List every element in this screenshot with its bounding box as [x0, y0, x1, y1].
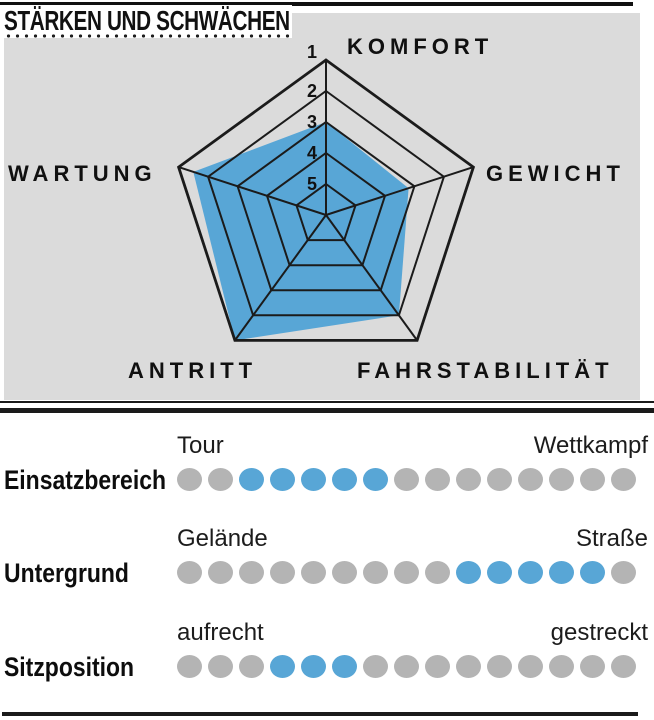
radar-ring-5: [295, 182, 357, 242]
rating-row-label: Untergrund: [4, 558, 129, 588]
radar-ring-4: [265, 151, 387, 267]
rating-dot-active: [270, 655, 295, 678]
radar-axis-label-fahrstabilitt: FAHRSTABILITÄT: [357, 358, 614, 383]
radar-axis-label-gewicht: GEWICHT: [486, 161, 625, 186]
radar-spoke: [325, 166, 474, 216]
radar-svg: 1 2 3 4 5: [176, 42, 476, 342]
rating-dot-inactive: [332, 561, 357, 584]
radar-ring-label: 2: [307, 81, 317, 101]
title-dotted-rule: [4, 34, 293, 38]
rating-row-label: Sitzposition: [4, 652, 135, 682]
radar-ring-label: 1: [307, 42, 317, 62]
rating-endpoints: aufrecht gestreckt: [177, 619, 648, 647]
rating-dot-inactive: [549, 655, 574, 678]
rating-dot-inactive: [580, 468, 605, 491]
rating-dot-inactive: [208, 655, 233, 678]
title-box: STÄRKEN UND SCHWÄCHEN: [0, 5, 293, 38]
radar-axis-label-komfort: KOMFORT: [347, 34, 494, 59]
divider-thick-rule: [0, 408, 654, 413]
rating-dot-inactive: [611, 561, 636, 584]
rating-endpoint-right: Straße: [575, 525, 648, 552]
rating-dot-inactive: [425, 561, 450, 584]
rating-dot-inactive: [425, 468, 450, 491]
rating-endpoints: Gelände Straße: [177, 525, 648, 553]
top-rule: [0, 2, 633, 6]
rating-dots: [177, 561, 636, 584]
rating-row-einsatzbereich: Tour Wettkampf Einsatzbereich: [0, 432, 654, 504]
rating-dot-inactive: [394, 561, 419, 584]
radar-ring-label: 4: [307, 143, 317, 163]
rating-endpoint-left: Gelände: [177, 525, 268, 552]
rating-dot-inactive: [394, 655, 419, 678]
rating-dot-active: [363, 468, 388, 491]
rating-dot-inactive: [518, 655, 543, 678]
bottom-rule: [2, 712, 638, 716]
rating-dot-inactive: [177, 655, 202, 678]
radar-axis-label-antritt: ANTRITT: [128, 358, 258, 383]
rating-dot-inactive: [518, 468, 543, 491]
radar-spoke: [325, 214, 418, 341]
rating-dot-active: [332, 655, 357, 678]
rating-dot-inactive: [208, 468, 233, 491]
rating-dot-inactive: [549, 468, 574, 491]
radar-chart-panel: 1 2 3 4 5: [4, 13, 640, 400]
rating-dot-inactive: [363, 561, 388, 584]
rating-dot-active: [456, 561, 481, 584]
rating-dot-inactive: [580, 655, 605, 678]
rating-dot-active: [580, 561, 605, 584]
rating-row-label: Einsatzbereich: [4, 465, 166, 495]
radar-spoke: [234, 214, 327, 341]
rating-dot-inactive: [394, 468, 419, 491]
page-title: STÄRKEN UND SCHWÄCHEN: [4, 5, 290, 36]
rating-dot-inactive: [208, 561, 233, 584]
rating-dot-inactive: [456, 655, 481, 678]
rating-dot-inactive: [611, 655, 636, 678]
radar-spoke: [178, 166, 327, 216]
rating-dot-inactive: [239, 655, 264, 678]
rating-dot-active: [549, 561, 574, 584]
rating-endpoint-right: gestreckt: [550, 619, 648, 646]
rating-dot-inactive: [456, 468, 481, 491]
rating-dot-active: [270, 468, 295, 491]
radar-ring-1: [176, 58, 476, 342]
rating-dot-inactive: [363, 655, 388, 678]
rating-endpoint-right: Wettkampf: [533, 432, 648, 459]
rating-dot-active: [239, 468, 264, 491]
rating-dot-inactive: [177, 561, 202, 584]
rating-dot-inactive: [425, 655, 450, 678]
radar-ring-label: 5: [307, 174, 317, 194]
radar-value-polygon: [193, 122, 409, 341]
rating-dot-inactive: [487, 655, 512, 678]
radar-axis-label-wartung: WARTUNG: [8, 161, 157, 186]
rating-dot-inactive: [270, 561, 295, 584]
rating-dot-inactive: [177, 468, 202, 491]
rating-endpoint-left: aufrecht: [177, 619, 264, 646]
divider-thin-rule: [0, 401, 654, 403]
radar-ring-label: 3: [307, 112, 317, 132]
rating-row-sitzposition: aufrecht gestreckt Sitzposition: [0, 619, 654, 691]
rating-dot-inactive: [611, 468, 636, 491]
rating-dot-inactive: [239, 561, 264, 584]
rating-row-untergrund: Gelände Straße Untergrund: [0, 525, 654, 597]
rating-dot-active: [332, 468, 357, 491]
rating-dot-active: [518, 561, 543, 584]
rating-dots: [177, 655, 636, 678]
rating-dot-active: [301, 655, 326, 678]
rating-dot-active: [487, 561, 512, 584]
rating-endpoints: Tour Wettkampf: [177, 432, 648, 460]
rating-dot-inactive: [301, 561, 326, 584]
radar-ring-3: [236, 120, 416, 292]
rating-dot-inactive: [487, 468, 512, 491]
rating-endpoint-left: Tour: [177, 432, 224, 459]
radar-ring-2: [206, 89, 446, 317]
rating-dots: [177, 468, 636, 491]
rating-dot-active: [301, 468, 326, 491]
